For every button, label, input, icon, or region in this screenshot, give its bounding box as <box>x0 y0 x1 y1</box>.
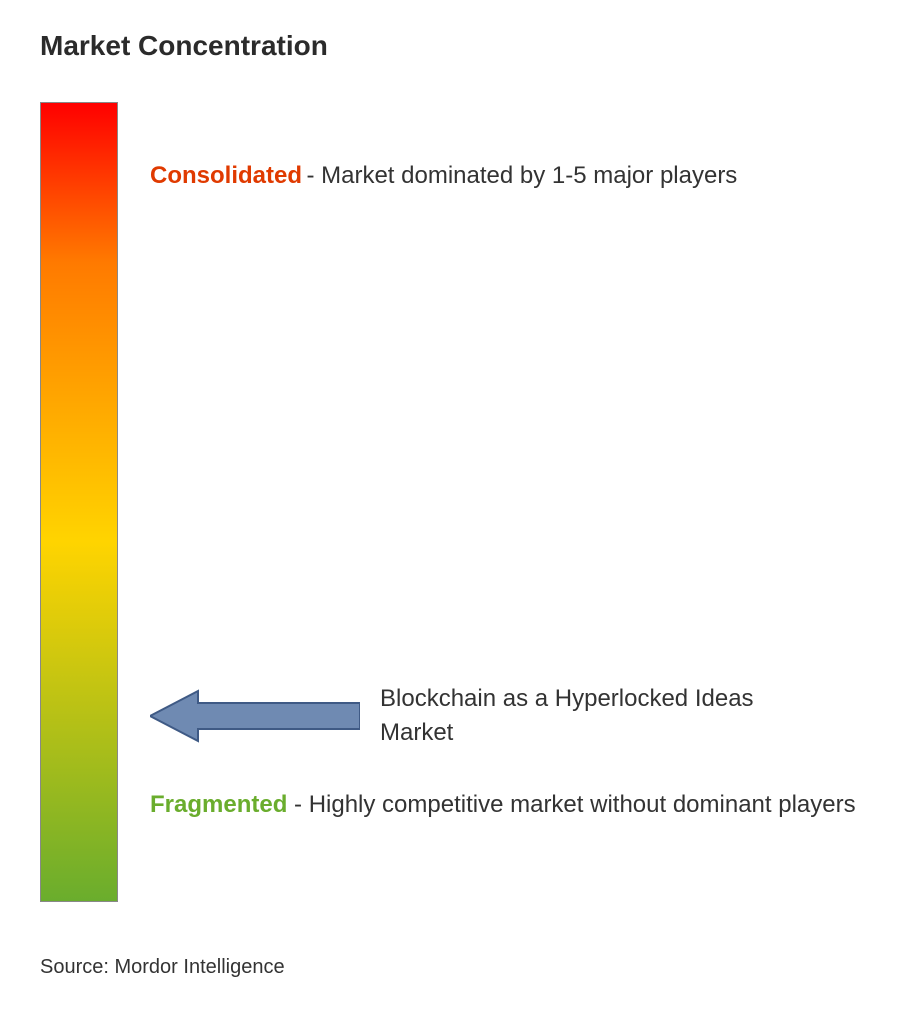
consolidated-label: Consolidated - Market dominated by 1-5 m… <box>150 162 890 190</box>
infographic-container: Market Concentration Consolidated - Mark… <box>0 0 921 1009</box>
concentration-gradient-bar <box>40 102 118 902</box>
consolidated-description: - Market dominated by 1-5 major players <box>306 162 737 189</box>
arrow-left-icon <box>150 687 360 745</box>
source-attribution: Source: Mordor Intelligence <box>40 956 285 979</box>
content-area: Consolidated - Market dominated by 1-5 m… <box>40 102 881 922</box>
chart-title: Market Concentration <box>40 30 881 62</box>
market-name-label: Blockchain as a Hyperlocked Ideas Market <box>380 682 820 749</box>
annotations: Consolidated - Market dominated by 1-5 m… <box>150 102 890 902</box>
fragmented-label: Fragmented - Highly competitive market w… <box>150 787 890 823</box>
fragmented-term: Fragmented <box>150 791 287 818</box>
market-pointer: Blockchain as a Hyperlocked Ideas Market <box>150 682 890 749</box>
consolidated-term: Consolidated <box>150 162 302 189</box>
fragmented-description: - Highly competitive market without domi… <box>294 791 856 818</box>
